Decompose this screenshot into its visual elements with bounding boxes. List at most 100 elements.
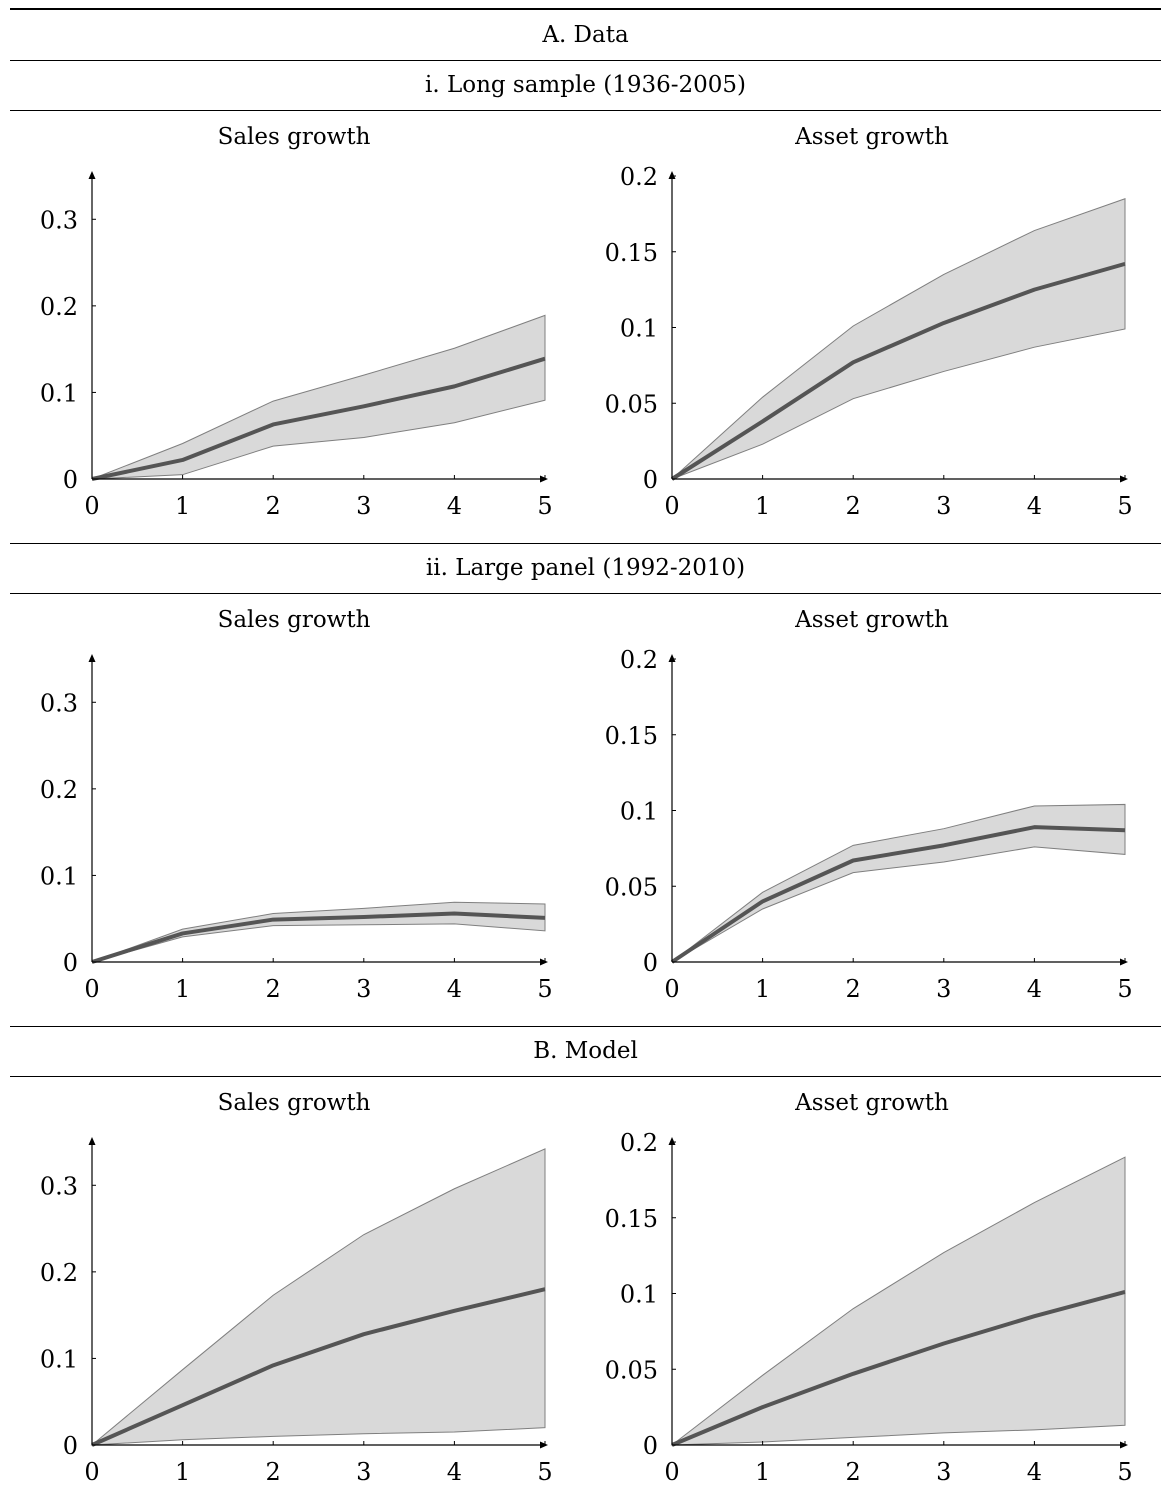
chart-long-assets: 0 1 2 3 4 5 0 0.05 0.1 0.15 0.2 xyxy=(605,163,1133,520)
chart-title-long-assets: Asset growth xyxy=(795,124,949,150)
x-tick-label: 5 xyxy=(537,1458,552,1486)
mean-line xyxy=(670,825,1126,964)
y-tick-label: 0.3 xyxy=(40,206,78,234)
y-tick-label: 0.3 xyxy=(40,689,78,717)
x-tick-label: 1 xyxy=(755,1458,770,1486)
y-axis-arrow xyxy=(88,1137,96,1145)
chart-title-model-sales: Sales growth xyxy=(217,1090,371,1116)
rule-under-large-panel xyxy=(10,593,1161,594)
y-tick-label: 0.2 xyxy=(40,293,78,321)
y-tick-label: 0 xyxy=(643,1432,658,1460)
chart-title-panel-sales: Sales growth xyxy=(217,607,371,633)
confidence-band xyxy=(91,314,546,480)
x-tick-label: 4 xyxy=(447,1458,462,1486)
y-tick-label: 0.1 xyxy=(40,379,78,407)
y-tick-label: 0.2 xyxy=(40,776,78,804)
x-tick-label: 3 xyxy=(356,1458,371,1486)
y-tick-label: 0.2 xyxy=(620,1129,658,1157)
y-tick-label: 0.1 xyxy=(40,862,78,890)
x-tick-label: 2 xyxy=(846,975,861,1003)
y-tick-label: 0.05 xyxy=(605,390,658,418)
chart-panel-sales: 0 1 2 3 4 5 0 0.1 0.2 0.3 xyxy=(40,654,553,1003)
y-tick-label: 0 xyxy=(63,1432,78,1460)
mean-line xyxy=(670,261,1126,481)
y-tick-label: 0.1 xyxy=(620,315,658,343)
chart-model-assets: 0 1 2 3 4 5 0 0.05 0.1 0.15 0.2 xyxy=(605,1129,1133,1486)
rule-above-model xyxy=(10,1026,1161,1027)
confidence-band xyxy=(90,1148,546,1446)
x-tick-label: 1 xyxy=(755,975,770,1003)
x-tick-label: 3 xyxy=(936,975,951,1003)
chart-panel-assets: 0 1 2 3 4 5 0 0.05 0.1 0.15 0.2 xyxy=(605,646,1133,1003)
y-tick-label: 0 xyxy=(63,466,78,494)
y-axis-arrow xyxy=(668,1137,676,1145)
x-tick-label: 4 xyxy=(1027,975,1042,1003)
y-axis-arrow xyxy=(88,654,96,662)
y-tick-label: 0.05 xyxy=(605,1356,658,1384)
x-tick-label: 2 xyxy=(846,1458,861,1486)
x-tick-label: 0 xyxy=(664,975,679,1003)
x-tick-label: 0 xyxy=(84,1458,99,1486)
x-axis-arrow xyxy=(540,958,548,966)
top-rule xyxy=(10,8,1161,10)
y-tick-label: 0.1 xyxy=(40,1345,78,1373)
rule-under-long-sample xyxy=(10,110,1161,111)
x-axis-arrow xyxy=(540,1441,548,1449)
x-tick-label: 4 xyxy=(1027,492,1042,520)
y-tick-label: 0.15 xyxy=(605,239,658,267)
x-tick-label: 5 xyxy=(1117,975,1132,1003)
x-tick-label: 5 xyxy=(1117,1458,1132,1486)
y-tick-label: 0.2 xyxy=(40,1259,78,1287)
chart-model-sales: 0 1 2 3 4 5 0 0.1 0.2 0.3 xyxy=(40,1137,553,1486)
x-tick-label: 1 xyxy=(175,492,190,520)
chart-title-panel-assets: Asset growth xyxy=(795,607,949,633)
x-tick-label: 5 xyxy=(537,975,552,1003)
x-tick-label: 0 xyxy=(664,1458,679,1486)
x-tick-label: 4 xyxy=(447,975,462,1003)
chart-title-model-assets: Asset growth xyxy=(795,1090,949,1116)
y-tick-label: 0 xyxy=(643,949,658,977)
x-tick-label: 4 xyxy=(447,492,462,520)
x-tick-label: 2 xyxy=(846,492,861,520)
y-tick-label: 0.15 xyxy=(605,722,658,750)
x-axis-arrow xyxy=(1120,1441,1128,1449)
y-tick-label: 0.2 xyxy=(620,646,658,674)
rule-above-large-panel xyxy=(10,543,1161,544)
x-tick-label: 4 xyxy=(1027,1458,1042,1486)
y-tick-label: 0 xyxy=(643,466,658,494)
chart-title-long-sales: Sales growth xyxy=(217,124,371,150)
x-axis-arrow xyxy=(1120,958,1128,966)
x-tick-label: 0 xyxy=(84,975,99,1003)
chart-long-sales: 0 1 2 3 4 5 0 0.1 0.2 0.3 xyxy=(40,171,553,520)
x-tick-label: 5 xyxy=(1117,492,1132,520)
x-tick-label: 1 xyxy=(175,975,190,1003)
heading-model: B. Model xyxy=(533,1038,638,1064)
mean-line xyxy=(91,911,546,964)
y-tick-label: 0.2 xyxy=(620,163,658,191)
x-tick-label: 3 xyxy=(936,492,951,520)
x-tick-label: 0 xyxy=(84,492,99,520)
mean-line xyxy=(91,1287,546,1447)
x-tick-label: 1 xyxy=(175,1458,190,1486)
x-tick-label: 2 xyxy=(266,492,281,520)
heading-large-panel: ii. Large panel (1992-2010) xyxy=(425,555,746,581)
y-axis-arrow xyxy=(668,654,676,662)
x-tick-label: 0 xyxy=(664,492,679,520)
x-axis-arrow xyxy=(540,475,548,483)
x-tick-label: 1 xyxy=(755,492,770,520)
rule-under-model xyxy=(10,1076,1161,1077)
mean-line xyxy=(91,356,546,481)
confidence-band xyxy=(91,901,546,963)
x-tick-label: 3 xyxy=(356,975,371,1003)
rule-under-data xyxy=(10,60,1161,61)
x-tick-label: 2 xyxy=(266,1458,281,1486)
y-tick-label: 0.15 xyxy=(605,1205,658,1233)
y-axis-arrow xyxy=(88,171,96,179)
y-tick-label: 0 xyxy=(63,949,78,977)
x-tick-label: 2 xyxy=(266,975,281,1003)
heading-long-sample: i. Long sample (1936-2005) xyxy=(424,72,747,98)
y-tick-label: 0.05 xyxy=(605,873,658,901)
x-tick-label: 5 xyxy=(537,492,552,520)
y-axis-arrow xyxy=(668,171,676,179)
heading-data: A. Data xyxy=(542,22,629,48)
